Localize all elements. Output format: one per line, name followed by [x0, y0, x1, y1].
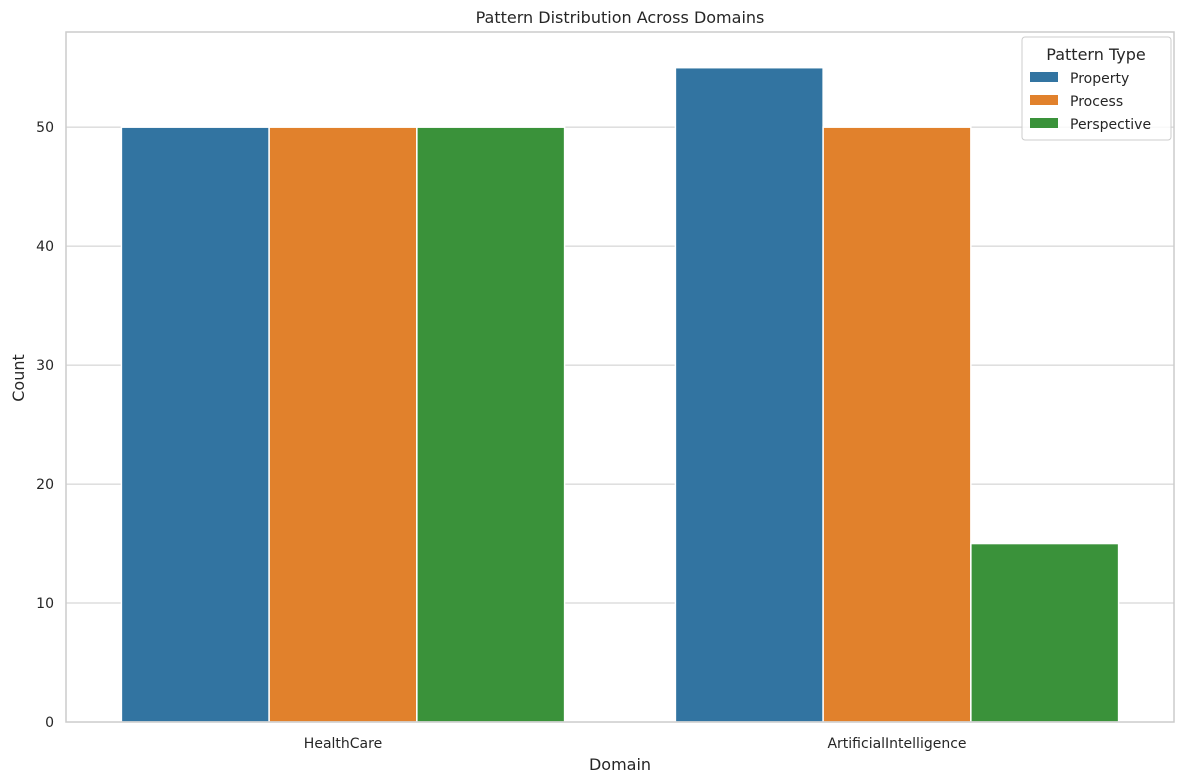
y-tick-label: 40: [36, 239, 54, 255]
bar-process-healthcare: [268, 126, 418, 723]
legend-swatch-process: [1030, 95, 1058, 105]
legend-swatch-perspective: [1030, 118, 1058, 128]
legend-title: Pattern Type: [1046, 45, 1145, 64]
bar-perspective-healthcare: [416, 126, 566, 723]
y-tick-label: 30: [36, 358, 54, 374]
y-tick-label: 10: [36, 596, 54, 612]
axes: 0 10 20 30 40 50 HealthCare ArtificialIntellige…: [36, 31, 1175, 752]
legend-label-property: Property: [1070, 71, 1129, 87]
y-tick-label: 50: [36, 120, 54, 136]
y-axis-label: Count: [9, 354, 28, 402]
bars: [120, 66, 1120, 723]
y-tick-label: 0: [45, 715, 54, 731]
y-tick-label: 20: [36, 477, 54, 493]
legend-label-perspective: Perspective: [1070, 117, 1151, 133]
legend-label-process: Process: [1070, 94, 1123, 110]
legend: Pattern Type Property Process Perspective: [1021, 36, 1172, 141]
bar-process-artificialintelligence: [822, 126, 972, 723]
bar-property-healthcare: [120, 126, 270, 723]
x-axis-label: Domain: [589, 755, 651, 774]
bar-property-artificialintelligence: [674, 66, 824, 723]
plot-frame: [65, 31, 1175, 723]
x-tick-label: ArtificialIntelligence: [827, 736, 966, 752]
legend-box: [1021, 36, 1172, 141]
x-tick-label: HealthCare: [304, 736, 382, 752]
bar-perspective-artificialintelligence: [970, 542, 1120, 723]
chart-title: Pattern Distribution Across Domains: [476, 8, 765, 27]
legend-swatch-property: [1030, 72, 1058, 82]
